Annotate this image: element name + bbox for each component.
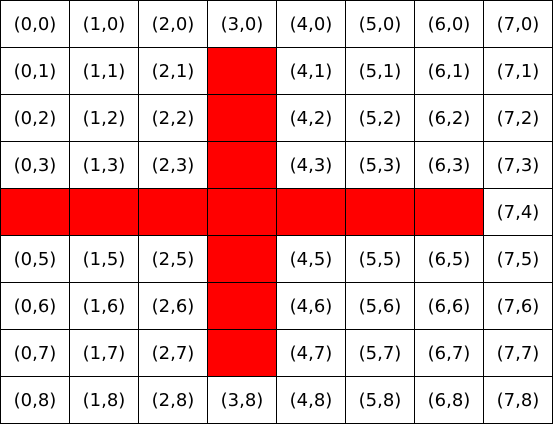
grid-cell-highlighted[interactable] xyxy=(70,189,139,236)
grid-cell[interactable]: (3,8) xyxy=(208,377,277,424)
grid-cell-highlighted[interactable] xyxy=(208,189,277,236)
grid-cell[interactable]: (0,7) xyxy=(1,330,70,377)
grid-cell[interactable]: (5,2) xyxy=(346,95,415,142)
grid-cell[interactable]: (1,1) xyxy=(70,48,139,95)
grid-cell-highlighted[interactable] xyxy=(208,142,277,189)
grid-cell[interactable]: (6,7) xyxy=(415,330,484,377)
grid-cell[interactable]: (5,7) xyxy=(346,330,415,377)
grid-cell[interactable]: (0,5) xyxy=(1,236,70,283)
grid-cell-highlighted[interactable] xyxy=(1,189,70,236)
grid-cell[interactable]: (6,8) xyxy=(415,377,484,424)
grid-cell[interactable]: (6,6) xyxy=(415,283,484,330)
grid-cell[interactable]: (2,8) xyxy=(139,377,208,424)
grid-cell[interactable]: (2,6) xyxy=(139,283,208,330)
grid-cell[interactable]: (0,2) xyxy=(1,95,70,142)
grid-cell[interactable]: (6,1) xyxy=(415,48,484,95)
grid-cell-highlighted[interactable] xyxy=(277,189,346,236)
grid-cell-highlighted[interactable] xyxy=(208,330,277,377)
grid-cell-highlighted[interactable] xyxy=(208,283,277,330)
grid-cell[interactable]: (4,5) xyxy=(277,236,346,283)
grid-cell[interactable]: (2,0) xyxy=(139,1,208,48)
grid-cell[interactable]: (6,0) xyxy=(415,1,484,48)
grid-cell[interactable]: (0,3) xyxy=(1,142,70,189)
grid-cell[interactable]: (6,3) xyxy=(415,142,484,189)
grid-cell[interactable]: (2,3) xyxy=(139,142,208,189)
grid-cell[interactable]: (5,1) xyxy=(346,48,415,95)
grid-cell[interactable]: (7,5) xyxy=(484,236,553,283)
grid-cell[interactable]: (6,5) xyxy=(415,236,484,283)
grid-cell[interactable]: (4,7) xyxy=(277,330,346,377)
grid-cell[interactable]: (2,2) xyxy=(139,95,208,142)
grid-cell[interactable]: (5,5) xyxy=(346,236,415,283)
grid-cell[interactable]: (7,2) xyxy=(484,95,553,142)
grid-cell[interactable]: (4,1) xyxy=(277,48,346,95)
grid-cell[interactable]: (1,0) xyxy=(70,1,139,48)
grid-cell-highlighted[interactable] xyxy=(415,189,484,236)
grid-cell[interactable]: (7,4) xyxy=(484,189,553,236)
grid-cell[interactable]: (1,7) xyxy=(70,330,139,377)
grid-cell[interactable]: (4,3) xyxy=(277,142,346,189)
grid-cell[interactable]: (4,2) xyxy=(277,95,346,142)
grid-cell[interactable]: (7,6) xyxy=(484,283,553,330)
grid-cell[interactable]: (4,8) xyxy=(277,377,346,424)
grid-cell[interactable]: (2,7) xyxy=(139,330,208,377)
grid-cell[interactable]: (7,1) xyxy=(484,48,553,95)
grid-cell[interactable]: (0,0) xyxy=(1,1,70,48)
grid-cell[interactable]: (5,6) xyxy=(346,283,415,330)
grid-cell[interactable]: (5,8) xyxy=(346,377,415,424)
grid-cell[interactable]: (1,6) xyxy=(70,283,139,330)
grid-cell[interactable]: (7,3) xyxy=(484,142,553,189)
grid-cell[interactable]: (2,5) xyxy=(139,236,208,283)
grid-cell-highlighted[interactable] xyxy=(208,95,277,142)
grid-cell[interactable]: (0,1) xyxy=(1,48,70,95)
grid-cell-highlighted[interactable] xyxy=(346,189,415,236)
grid-cell[interactable]: (7,0) xyxy=(484,1,553,48)
grid-cell[interactable]: (1,3) xyxy=(70,142,139,189)
grid-cell[interactable]: (7,8) xyxy=(484,377,553,424)
grid-cell[interactable]: (1,2) xyxy=(70,95,139,142)
grid-cell-highlighted[interactable] xyxy=(139,189,208,236)
grid-cell[interactable]: (3,0) xyxy=(208,1,277,48)
grid-cell[interactable]: (5,0) xyxy=(346,1,415,48)
grid-cell[interactable]: (4,6) xyxy=(277,283,346,330)
grid-cell-highlighted[interactable] xyxy=(208,48,277,95)
grid-cell[interactable]: (2,1) xyxy=(139,48,208,95)
grid-cell[interactable]: (5,3) xyxy=(346,142,415,189)
grid-cell[interactable]: (7,7) xyxy=(484,330,553,377)
grid-cell[interactable]: (1,8) xyxy=(70,377,139,424)
grid-cell[interactable]: (0,8) xyxy=(1,377,70,424)
grid-cell-highlighted[interactable] xyxy=(208,236,277,283)
grid-cell[interactable]: (6,2) xyxy=(415,95,484,142)
grid-cell[interactable]: (1,5) xyxy=(70,236,139,283)
grid-cell[interactable]: (0,6) xyxy=(1,283,70,330)
grid-cell[interactable]: (4,0) xyxy=(277,1,346,48)
